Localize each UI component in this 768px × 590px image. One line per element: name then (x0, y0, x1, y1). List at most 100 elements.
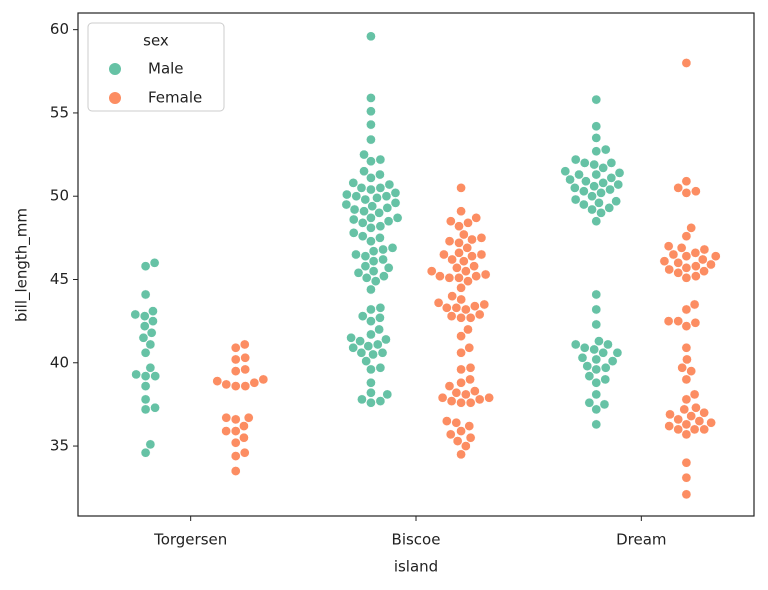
swarm-point (681, 342, 692, 353)
swarm-point (689, 299, 700, 310)
swarm-point (239, 447, 250, 458)
swarm-point (130, 309, 141, 320)
swarm-point (614, 168, 625, 178)
swarm-point (480, 269, 491, 280)
swarm-point (353, 267, 364, 278)
swarm-point (599, 399, 610, 410)
swarm-point (444, 236, 455, 247)
swarm-point (673, 267, 684, 278)
swarm-point (341, 199, 352, 210)
swarm-point (366, 223, 376, 233)
swarm-point (390, 188, 401, 198)
swarm-point (148, 316, 158, 326)
swarm-point (240, 352, 251, 363)
swarm-point (663, 241, 674, 252)
swarm-point (600, 374, 611, 385)
swarm-point (456, 282, 466, 293)
swarm-point (390, 198, 401, 208)
swarm-point (149, 257, 160, 268)
swarm-point (375, 233, 385, 243)
swarm-point (681, 188, 692, 198)
swarm-point (613, 179, 624, 190)
swarm-point (366, 397, 376, 408)
swarm-point (584, 397, 595, 408)
swarm-point (382, 389, 393, 400)
swarm-point (607, 356, 618, 366)
swarm-point (387, 242, 398, 253)
swarm-point (673, 257, 684, 268)
swarm-point (681, 176, 692, 187)
swarm-point (689, 424, 700, 435)
swarm-point (366, 184, 376, 195)
swarm-point (591, 216, 602, 227)
swarm-point (606, 158, 617, 168)
swarm-point (140, 404, 151, 415)
swarm-point (589, 181, 599, 192)
swarm-point (375, 183, 386, 193)
swarm-point (587, 204, 597, 215)
swarm-point (446, 311, 457, 321)
swarm-point (679, 404, 690, 415)
swarm-point (370, 276, 381, 287)
swarm-point (458, 256, 469, 267)
swarm-point (570, 194, 581, 205)
swarm-point (383, 216, 394, 227)
swarm-point (258, 374, 269, 385)
swarm-point (366, 119, 376, 130)
swarm-point (465, 374, 475, 385)
swarm-point (150, 371, 161, 381)
swarm-point (361, 356, 372, 366)
swarm-point (359, 206, 369, 217)
swarm-point (366, 236, 376, 247)
swarm-point (140, 381, 151, 391)
swarm-point (686, 223, 697, 233)
swarm-point (456, 294, 467, 305)
swarm-point (366, 316, 376, 326)
swarm-point (240, 364, 251, 375)
swarm-point (456, 347, 466, 358)
swarm-point (591, 377, 602, 388)
swarm-point (239, 339, 250, 350)
swarm-point (230, 414, 241, 425)
swarm-point (681, 419, 692, 430)
swarm-point (360, 261, 371, 272)
swarm-point (591, 289, 602, 300)
swarm-point (681, 231, 692, 242)
swarm-point (441, 302, 452, 313)
swarm-point (383, 262, 394, 273)
swarm-point (392, 213, 403, 223)
swarm-point (598, 347, 609, 358)
swarm-point (374, 208, 384, 218)
swarm-point (243, 412, 254, 423)
swarm-point (433, 297, 444, 308)
swarm-point (604, 203, 615, 213)
swarm-point (374, 324, 384, 335)
swarm-point (663, 316, 674, 326)
swarm-point (582, 361, 593, 371)
swarm-point (375, 396, 386, 406)
swarm-point (367, 201, 378, 212)
swarm-point (138, 332, 149, 343)
swarm-point (578, 186, 589, 197)
swarm-point (230, 466, 241, 476)
swarm-point (467, 234, 477, 245)
swarm-point (357, 394, 367, 405)
swarm-point (366, 213, 376, 223)
swarm-point (603, 339, 613, 350)
swarm-point (465, 312, 476, 323)
swarm-point (351, 249, 361, 260)
y-tick-label: 55 (50, 103, 69, 121)
swarm-point (574, 169, 584, 180)
swarm-point (446, 396, 457, 406)
swarm-point (565, 174, 575, 185)
swarm-point (361, 272, 372, 283)
swarm-point (686, 411, 697, 421)
swarm-point (456, 377, 466, 388)
swarm-point (366, 31, 376, 42)
swarm-point (681, 321, 692, 331)
swarm-point (605, 184, 615, 195)
swarm-point (439, 249, 449, 260)
swarm-point (230, 437, 241, 448)
swarm-point (689, 389, 700, 400)
swarm-point (140, 261, 151, 272)
